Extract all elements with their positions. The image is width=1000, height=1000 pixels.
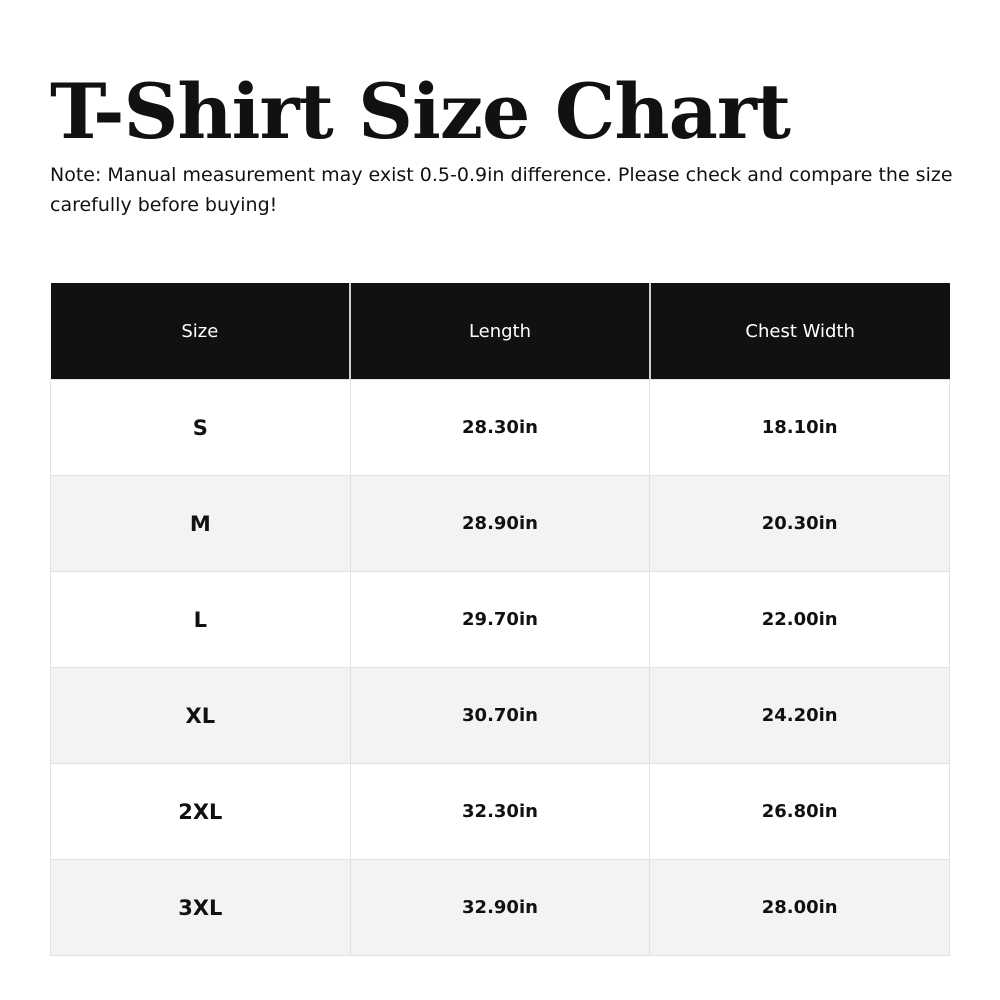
- page-title: T-Shirt Size Chart: [50, 67, 791, 156]
- size-cell: XL: [50, 667, 351, 764]
- header-length: Length: [349, 283, 650, 380]
- chest-width-cell: 26.80in: [649, 763, 950, 860]
- chest-width-cell: 22.00in: [649, 571, 950, 668]
- length-cell: 30.70in: [349, 667, 651, 764]
- length-cell: 32.90in: [349, 859, 651, 956]
- table-row: XL 30.70in 24.20in: [50, 667, 950, 764]
- chest-width-cell: 24.20in: [649, 667, 950, 764]
- table-row: S 28.30in 18.10in: [50, 379, 950, 476]
- chest-width-cell: 18.10in: [649, 379, 950, 476]
- length-cell: 29.70in: [349, 571, 651, 668]
- size-cell: 3XL: [50, 859, 351, 956]
- header-size: Size: [50, 283, 351, 380]
- size-cell: L: [50, 571, 351, 668]
- length-cell: 32.30in: [349, 763, 651, 860]
- table-header-row: Size Length Chest Width: [50, 283, 950, 380]
- size-cell: S: [50, 379, 351, 476]
- table-row: 3XL 32.90in 28.00in: [50, 859, 950, 956]
- table-row: M 28.90in 20.30in: [50, 475, 950, 572]
- length-cell: 28.90in: [349, 475, 651, 572]
- chest-width-cell: 28.00in: [649, 859, 950, 956]
- size-chart-table: Size Length Chest Width S 28.30in 18.10in M…: [50, 283, 950, 956]
- table-row: 2XL 32.30in 26.80in: [50, 763, 950, 860]
- chest-width-cell: 20.30in: [649, 475, 950, 572]
- length-cell: 28.30in: [349, 379, 651, 476]
- size-cell: M: [50, 475, 351, 572]
- size-cell: 2XL: [50, 763, 351, 860]
- measurement-note: Note: Manual measurement may exist 0.5-0…: [50, 164, 953, 216]
- table-row: L 29.70in 22.00in: [50, 571, 950, 668]
- header-chest-width: Chest Width: [648, 283, 950, 380]
